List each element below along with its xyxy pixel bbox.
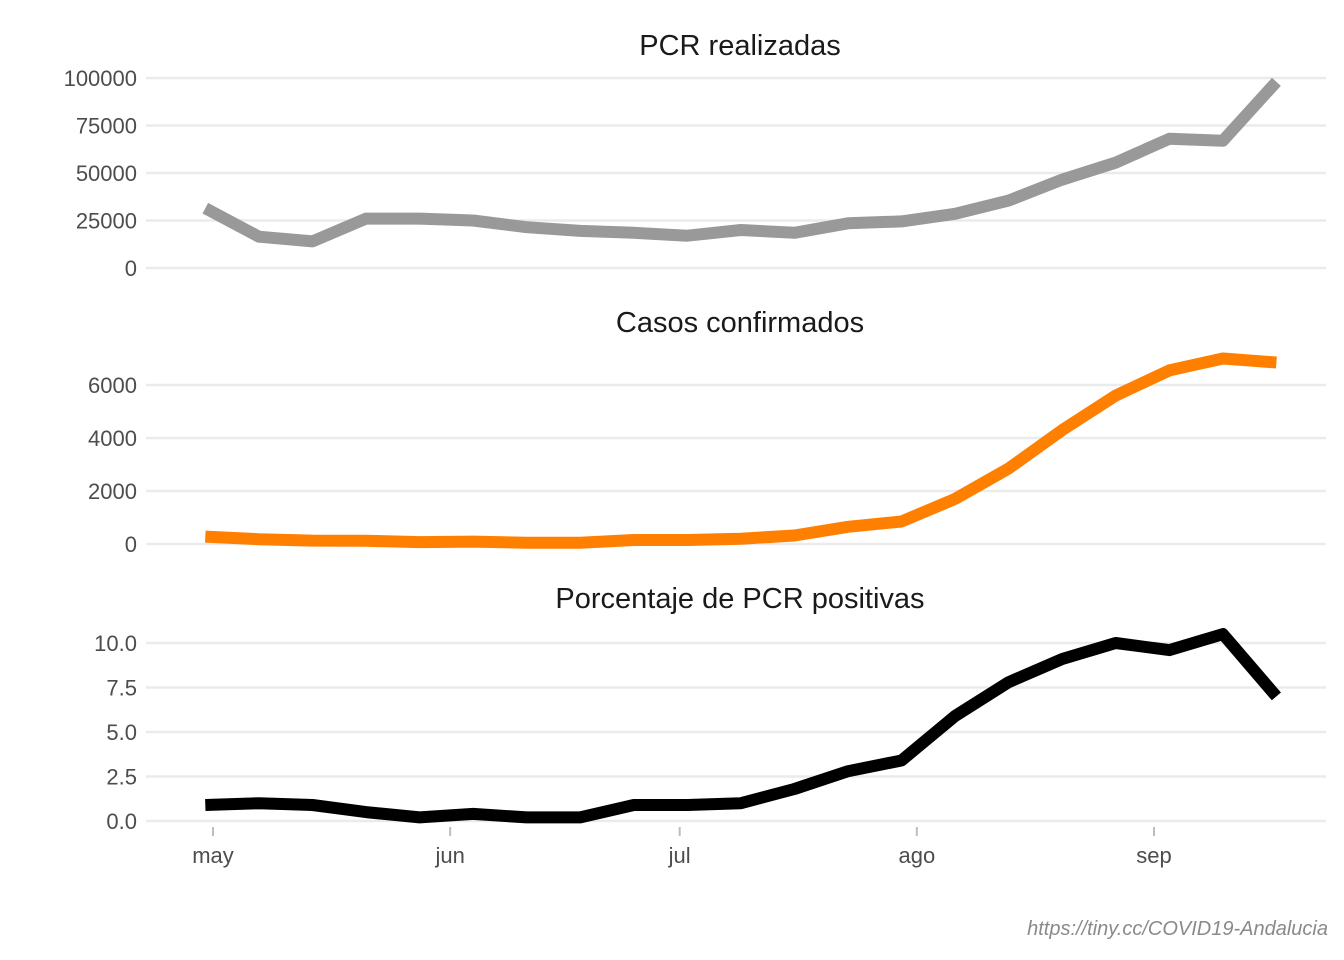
y-tick-label: 4000 <box>88 426 137 451</box>
y-tick-label: 10.0 <box>94 631 137 656</box>
y-tick-label: 2000 <box>88 479 137 504</box>
panel-2: Casos confirmados 0 2000 4000 6000 <box>88 307 1326 557</box>
y-tick-label: 25000 <box>76 209 137 234</box>
series-line <box>205 352 1277 549</box>
y-tick-label: 7.5 <box>106 676 137 701</box>
x-tick-label: may <box>192 843 234 868</box>
y-tick-label: 0.0 <box>106 809 137 834</box>
y-tick-label: 5.0 <box>106 720 137 745</box>
y-tick-label: 0 <box>125 256 137 281</box>
y-tick-label: 100000 <box>64 66 137 91</box>
x-tick-label: jun <box>434 843 464 868</box>
y-tick-label: 75000 <box>76 114 137 139</box>
y-tick-label: 6000 <box>88 373 137 398</box>
panel-title: PCR realizadas <box>639 30 840 62</box>
panel-title: Casos confirmados <box>616 307 864 339</box>
x-axis: may jun jul ago sep <box>192 827 1172 868</box>
y-tick-label: 2.5 <box>106 765 137 790</box>
panel-1: PCR realizadas 0 25000 50000 75000 100000 <box>64 30 1326 281</box>
source-caption: https://tiny.cc/COVID19-Andalucia <box>1027 918 1328 940</box>
y-tick-label: 0 <box>125 532 137 557</box>
x-tick-label: ago <box>898 843 935 868</box>
x-tick-label: sep <box>1136 843 1171 868</box>
y-tick-label: 50000 <box>76 161 137 186</box>
panel-title: Porcentaje de PCR positivas <box>555 583 924 615</box>
series-line <box>205 628 1281 824</box>
series-line <box>202 77 1281 248</box>
x-tick-label: jul <box>668 843 691 868</box>
panel-3: Porcentaje de PCR positivas 0.0 2.5 5.0 7.5 1… <box>94 583 1326 834</box>
